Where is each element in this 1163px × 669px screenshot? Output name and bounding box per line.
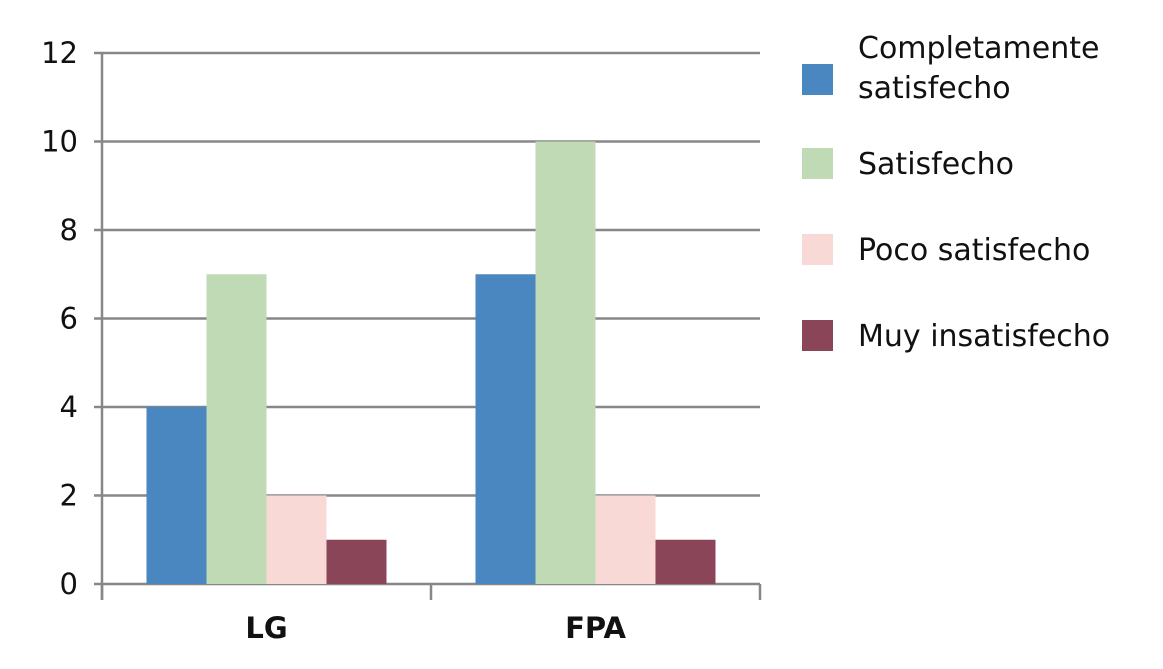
bar-lg-1 — [146, 407, 207, 584]
legend-swatch — [802, 320, 833, 351]
legend-swatch — [802, 148, 833, 179]
y-tick-label: 8 — [60, 213, 78, 247]
bar-fpa-4 — [655, 539, 716, 584]
y-tick-label: 12 — [41, 36, 78, 70]
bar-lg-4 — [326, 539, 387, 584]
y-tick-label: 10 — [41, 125, 78, 159]
legend-swatch — [802, 234, 833, 265]
x-tick-label: FPA — [565, 611, 626, 645]
legend-label: Muy insatisfecho — [858, 319, 1110, 354]
bar-fpa-3 — [595, 495, 656, 584]
y-tick-label: 6 — [60, 302, 78, 336]
bar-fpa-1 — [475, 274, 536, 584]
bar-fpa-2 — [535, 141, 596, 584]
bar-lg-2 — [206, 274, 267, 584]
bar-lg-3 — [266, 495, 327, 584]
x-tick-label: LG — [245, 611, 287, 645]
legend-label: satisfecho — [858, 71, 1011, 106]
y-tick-label: 0 — [60, 567, 78, 601]
legend-label: Completamente — [858, 31, 1099, 66]
legend-label: Satisfecho — [858, 147, 1014, 182]
y-tick-label: 4 — [60, 390, 78, 424]
legend-swatch — [802, 64, 833, 95]
legend-label: Poco satisfecho — [858, 233, 1090, 268]
y-tick-label: 2 — [60, 479, 78, 513]
